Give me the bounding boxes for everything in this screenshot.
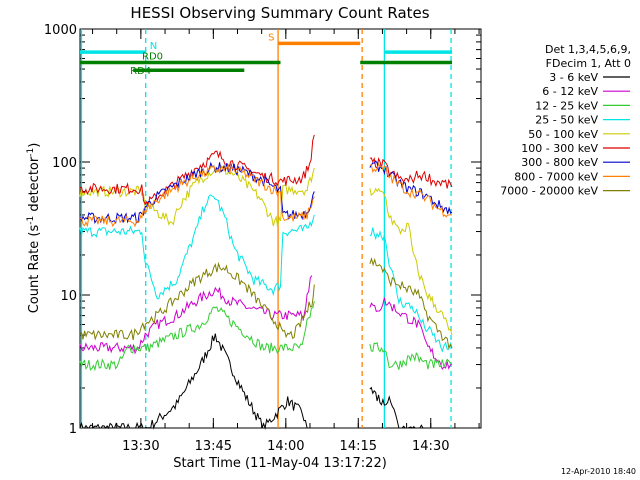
legend-label: 6 - 12 keV (542, 85, 598, 98)
timestamp: 12-Apr-2010 18:40 (561, 467, 636, 476)
series-line (79, 300, 315, 372)
series-line-right (369, 227, 453, 353)
x-tick-label: 14:00 (267, 439, 304, 454)
vertical-markers (80, 29, 452, 428)
legend-header-2: FDecim 1, Att 0 (546, 57, 631, 70)
series-line (79, 194, 315, 300)
series-line (79, 275, 313, 355)
state-bar-label: S (268, 32, 274, 43)
series-line (79, 164, 315, 228)
state-bars: N S RD0 RD4 (80, 32, 453, 77)
legend-label: 50 - 100 keV (528, 128, 598, 141)
x-tick-label: 13:30 (122, 439, 159, 454)
series-line-right (369, 156, 453, 189)
legend-label: 3 - 6 keV (549, 71, 598, 84)
y-axis-ticks: 1 10 100 1000 (44, 23, 481, 437)
y-axis-label-end: ) (27, 143, 42, 148)
y-axis-label: Count Rate (s-1 detector-1) (26, 143, 42, 314)
series-line (79, 333, 308, 430)
y-axis-label-mid: detector (27, 156, 42, 216)
series-line (79, 161, 315, 225)
state-bar-label: N (150, 41, 157, 52)
state-bar-label: RD0 (142, 51, 163, 62)
legend-header-1: Det 1,3,4,5,6,9, (545, 43, 631, 56)
series-line (79, 165, 315, 228)
state-bar-label: RD4 (130, 66, 151, 77)
plot-area: 1 10 100 1000 13:30 13:45 14:00 14:15 14:30 N S R… (44, 23, 482, 454)
x-tick-label: 14:15 (340, 439, 377, 454)
x-tick-label: 13:45 (195, 439, 232, 454)
y-axis-label-main: Count Rate (s (27, 225, 42, 314)
legend-label: 800 - 7000 keV (514, 170, 598, 183)
y-axis-label-sup1: -1 (26, 216, 36, 225)
y-tick-label: 1 (69, 422, 77, 437)
y-tick-label: 1000 (44, 23, 77, 38)
x-axis-label: Start Time (11-May-04 13:17:22) (173, 456, 387, 471)
legend-label: 25 - 50 keV (535, 114, 598, 127)
series-line-right (369, 386, 424, 429)
series-lines (79, 134, 453, 430)
chart-title: HESSI Observing Summary Count Rates (130, 4, 429, 22)
series-line (79, 261, 315, 341)
series-line-right (369, 341, 453, 370)
legend-label: 300 - 800 keV (521, 156, 598, 169)
series-line (79, 134, 315, 207)
series-line-right (369, 162, 453, 218)
plot-frame (79, 28, 482, 429)
x-axis-ticks: 13:30 13:45 14:00 14:15 14:30 (92, 29, 480, 454)
y-axis-label-sup2: -1 (26, 148, 36, 157)
legend: Det 1,3,4,5,6,9, FDecim 1, Att 0 3 - 6 k… (500, 43, 631, 198)
legend-label: 12 - 25 keV (535, 99, 598, 112)
x-tick-label: 14:30 (412, 439, 449, 454)
legend-label: 100 - 300 keV (521, 142, 598, 155)
y-tick-label: 10 (60, 289, 77, 304)
y-tick-label: 100 (52, 156, 77, 171)
series-line-right (369, 187, 453, 336)
legend-label: 7000 - 20000 keV (500, 185, 598, 198)
series-line-right (369, 257, 453, 350)
